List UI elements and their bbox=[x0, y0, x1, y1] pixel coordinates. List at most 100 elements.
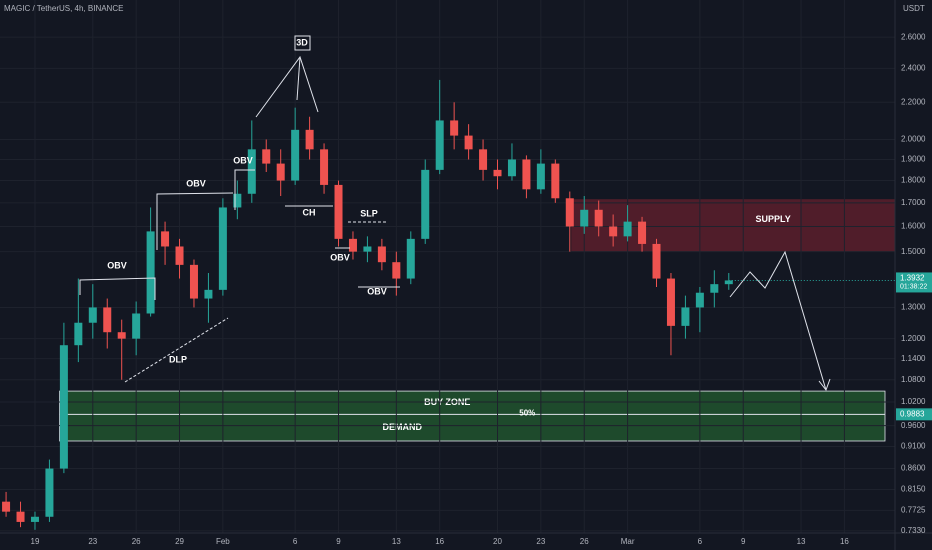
candle-body bbox=[406, 238, 415, 279]
candle-body bbox=[724, 280, 733, 285]
zone-label: SUPPLY bbox=[756, 214, 791, 224]
candle-body bbox=[146, 231, 155, 314]
candle-body bbox=[2, 501, 11, 512]
y-tick-label: 0.9100 bbox=[901, 442, 926, 451]
obv-line bbox=[156, 192, 234, 250]
chart-title: MAGIC / TetherUS, 4h, BINANCE bbox=[4, 4, 123, 13]
candle-body bbox=[623, 221, 632, 237]
candle-body bbox=[247, 149, 256, 194]
x-tick-label: Mar bbox=[621, 537, 635, 546]
candle-body bbox=[638, 221, 647, 244]
zone-label: DEMAND bbox=[383, 422, 423, 432]
dlp-line bbox=[124, 317, 229, 383]
candle-body bbox=[320, 149, 329, 185]
annotation: CH bbox=[303, 207, 316, 217]
candle-body bbox=[565, 198, 574, 227]
candle-body bbox=[348, 238, 357, 252]
candle-body bbox=[291, 129, 300, 181]
annotation: DLP bbox=[169, 354, 187, 364]
x-tick-label: 29 bbox=[175, 537, 184, 546]
candle-body bbox=[609, 226, 618, 237]
candle-body bbox=[305, 129, 314, 150]
annotation: OBV bbox=[233, 155, 253, 165]
3d-box bbox=[294, 35, 311, 51]
x-tick-label: 13 bbox=[392, 537, 401, 546]
candle-body bbox=[233, 193, 242, 208]
y-tick-label: 0.7725 bbox=[901, 506, 926, 515]
y-tick-label: 0.7330 bbox=[901, 526, 926, 535]
zone-label: 50% bbox=[519, 408, 535, 417]
candle-body bbox=[204, 289, 213, 299]
arrow-head bbox=[818, 378, 831, 392]
x-tick-label: 9 bbox=[741, 537, 746, 546]
x-tick-label: 23 bbox=[88, 537, 97, 546]
candle-body bbox=[262, 149, 271, 164]
candle-body bbox=[16, 511, 25, 522]
price-tag-value: 0.9883 bbox=[900, 409, 925, 418]
annotation: OBV bbox=[107, 260, 127, 270]
candle-body bbox=[103, 307, 112, 333]
price-tag-value: 1.3932 bbox=[900, 274, 925, 283]
candle-body bbox=[594, 209, 603, 227]
candle-body bbox=[377, 246, 386, 263]
y-tick-label: 1.0800 bbox=[901, 375, 926, 384]
candle-body bbox=[681, 307, 690, 326]
x-tick-label: 6 bbox=[293, 537, 298, 546]
y-tick-label: 2.6000 bbox=[901, 32, 926, 41]
candle-body bbox=[161, 231, 170, 247]
3d-line bbox=[296, 56, 301, 101]
candle-body bbox=[580, 209, 589, 227]
candle-body bbox=[45, 468, 54, 517]
y-tick-label: 1.7000 bbox=[901, 198, 926, 207]
candle-body bbox=[666, 278, 675, 326]
candle-body bbox=[479, 149, 488, 170]
candle-body bbox=[551, 163, 560, 199]
x-tick-label: 9 bbox=[336, 537, 341, 546]
x-tick-label: 26 bbox=[580, 537, 589, 546]
price-tag bbox=[896, 408, 932, 421]
y-axis-label: USDT bbox=[903, 4, 925, 13]
y-tick-label: 1.6000 bbox=[901, 222, 926, 231]
candle-body bbox=[421, 169, 430, 239]
obv-line bbox=[79, 277, 156, 300]
drawings: OBV OBV OBV 3D CH SLP OBV OBV DLP bbox=[79, 35, 831, 392]
annotation: OBV bbox=[367, 286, 387, 296]
candle-body bbox=[189, 264, 198, 299]
y-tick-label: 2.4000 bbox=[901, 63, 926, 72]
candle-body bbox=[507, 159, 516, 177]
price-tag-countdown: 01:38:22 bbox=[900, 283, 927, 290]
candle-body bbox=[536, 163, 545, 190]
annotation: OBV bbox=[186, 178, 206, 188]
obv-line bbox=[234, 169, 255, 210]
candle-body bbox=[493, 169, 502, 177]
annotation: 3D bbox=[296, 37, 308, 47]
y-tick-label: 1.5000 bbox=[901, 247, 926, 256]
y-tick-label: 2.0000 bbox=[901, 135, 926, 144]
candle-body bbox=[132, 313, 141, 339]
y-tick-label: 1.9000 bbox=[901, 155, 926, 164]
candle-body bbox=[710, 284, 719, 293]
candle-body bbox=[652, 243, 661, 279]
supply-zone bbox=[571, 199, 895, 252]
buy-zone bbox=[59, 390, 886, 442]
x-tick-label: 6 bbox=[698, 537, 703, 546]
y-tick-label: 0.9600 bbox=[901, 421, 926, 430]
candle-body bbox=[276, 163, 285, 181]
y-tick-label: 1.0200 bbox=[901, 397, 926, 406]
x-tick-label: 16 bbox=[840, 537, 849, 546]
annotation: OBV bbox=[330, 252, 350, 262]
y-tick-label: 2.2000 bbox=[901, 97, 926, 106]
candle-body bbox=[74, 322, 83, 346]
candle-body bbox=[363, 246, 372, 252]
candle-body bbox=[435, 120, 444, 170]
candle-body bbox=[334, 184, 343, 239]
x-tick-label: 13 bbox=[797, 537, 806, 546]
candle-body bbox=[175, 246, 184, 265]
x-tick-label: Feb bbox=[216, 537, 230, 546]
candle-body bbox=[30, 516, 39, 522]
y-tick-label: 1.3000 bbox=[901, 303, 926, 312]
candle-body bbox=[522, 159, 531, 190]
x-tick-label: 16 bbox=[435, 537, 444, 546]
y-tick-label: 0.8150 bbox=[901, 485, 926, 494]
